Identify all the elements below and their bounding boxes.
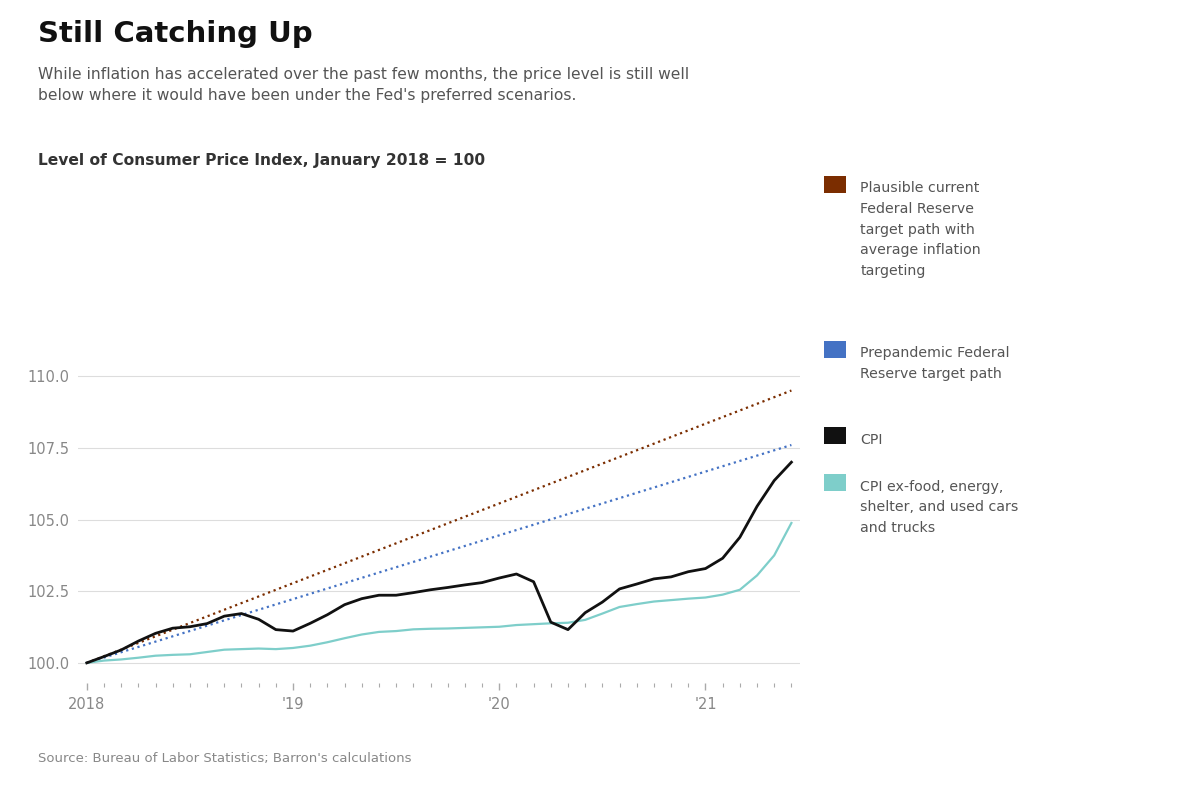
Text: While inflation has accelerated over the past few months, the price level is sti: While inflation has accelerated over the…: [38, 67, 689, 103]
Text: CPI: CPI: [860, 433, 883, 447]
Text: Plausible current
Federal Reserve
target path with
average inflation
targeting: Plausible current Federal Reserve target…: [860, 181, 980, 278]
Text: Prepandemic Federal
Reserve target path: Prepandemic Federal Reserve target path: [860, 346, 1009, 381]
Text: Still Catching Up: Still Catching Up: [38, 20, 313, 48]
Text: Source: Bureau of Labor Statistics; Barron's calculations: Source: Bureau of Labor Statistics; Barr…: [38, 752, 411, 765]
Text: CPI ex-food, energy,
shelter, and used cars
and trucks: CPI ex-food, energy, shelter, and used c…: [860, 480, 1019, 535]
Text: Level of Consumer Price Index, January 2018 = 100: Level of Consumer Price Index, January 2…: [38, 153, 486, 168]
